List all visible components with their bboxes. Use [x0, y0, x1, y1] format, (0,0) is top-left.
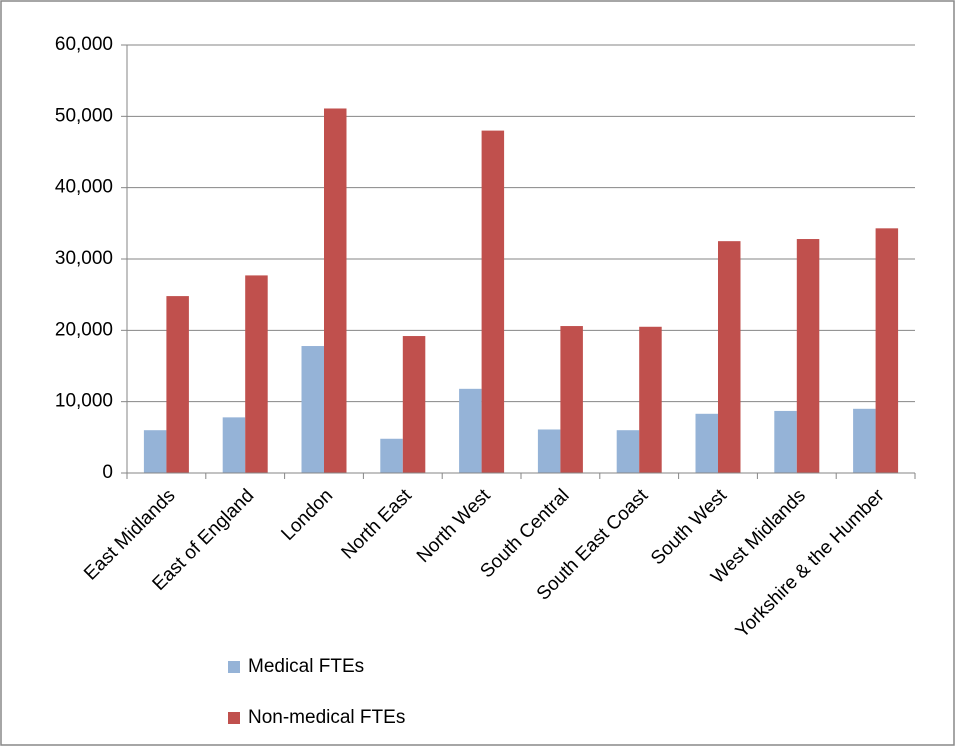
y-tick-label: 10,000 — [55, 391, 113, 412]
bar — [796, 239, 820, 473]
legend-swatch — [228, 712, 240, 724]
bar — [639, 326, 662, 473]
legend-label: Medical FTEs — [248, 656, 364, 677]
y-tick-label: 50,000 — [55, 105, 113, 126]
bar — [324, 108, 347, 473]
bar — [853, 408, 876, 473]
bar — [616, 430, 640, 473]
legend-swatch — [228, 661, 240, 673]
y-tick-label: 20,000 — [55, 319, 113, 340]
bar — [402, 336, 426, 473]
bar — [875, 228, 899, 473]
bar — [459, 388, 482, 473]
legend-label: Non-medical FTEs — [248, 707, 405, 728]
bar — [481, 130, 505, 473]
bar — [560, 326, 583, 473]
bar — [695, 413, 718, 473]
bar — [718, 241, 741, 473]
bar — [774, 410, 797, 473]
bar — [143, 430, 167, 473]
y-tick-label: 40,000 — [55, 177, 113, 198]
bar — [380, 438, 403, 473]
y-tick-label: 60,000 — [55, 34, 113, 55]
bar — [222, 417, 246, 473]
bar — [537, 429, 561, 473]
bar — [166, 296, 189, 473]
y-tick-label: 30,000 — [55, 248, 113, 269]
y-tick-label: 0 — [102, 462, 113, 483]
bar — [301, 346, 324, 473]
bar — [245, 275, 268, 473]
